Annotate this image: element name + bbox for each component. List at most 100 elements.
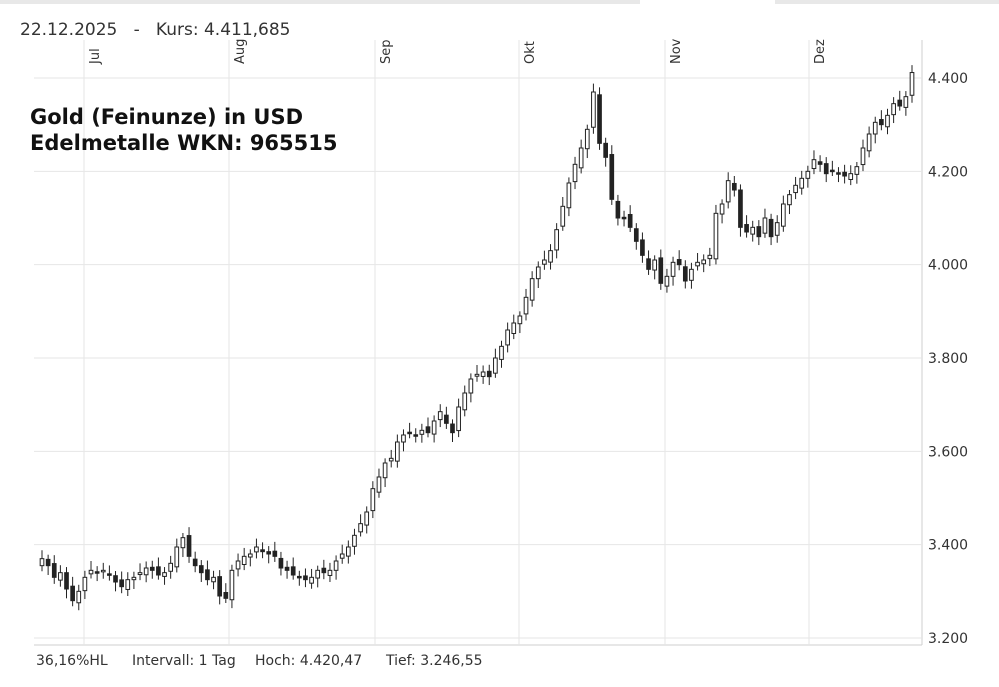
candle-body [382, 462, 388, 479]
candle-body [370, 488, 376, 512]
candle-body [787, 194, 792, 206]
candle-body [560, 205, 566, 227]
candle-body [45, 558, 51, 567]
candle-body [615, 200, 621, 219]
candle-body [333, 560, 339, 571]
candle-body [107, 573, 112, 576]
candle-body [805, 170, 811, 179]
candle-body [162, 572, 167, 577]
candle-body [407, 431, 412, 435]
y-tick-label: 4.000 [928, 258, 968, 274]
candle-body [346, 546, 351, 557]
candle-body [303, 575, 308, 581]
candle-body [529, 278, 535, 301]
candle-body [431, 420, 437, 435]
candle-body [254, 546, 259, 553]
candle-body [621, 216, 627, 220]
candle-body [523, 296, 529, 315]
y-tick-label: 4.200 [928, 164, 968, 180]
candle-body [572, 163, 578, 183]
quote-header: 22.12.2025 - Kurs: 4.411,685 [20, 20, 291, 40]
chart-title-line2: Edelmetalle WKN: 965515 [30, 131, 338, 155]
candle-body [180, 537, 186, 549]
candle-body [290, 566, 296, 576]
candle-body [903, 96, 909, 108]
candle-body [591, 91, 596, 128]
candle-body [578, 147, 584, 169]
candle-body [872, 121, 878, 135]
candle-body [284, 566, 290, 571]
candle-body [664, 275, 670, 287]
candle-body [756, 226, 762, 238]
y-tick-label: 3.800 [928, 351, 968, 367]
candle-body [830, 169, 835, 173]
candle-body [39, 558, 45, 567]
quote-price: Kurs: 4.411,685 [155, 20, 291, 40]
x-tick-label: Dez [813, 39, 828, 64]
x-tick-label: Jul [88, 48, 103, 65]
chart-title: Gold (Feinunze) in USD Edelmetalle WKN: … [30, 104, 338, 156]
candle-body [486, 370, 492, 378]
candle-body [823, 163, 829, 175]
candle-body [627, 214, 633, 228]
candle-body [296, 575, 302, 579]
candle-body [278, 557, 284, 569]
y-tick-label: 3.200 [928, 631, 968, 647]
footer-interval: Intervall: 1 Tag [132, 653, 236, 669]
candle-body [474, 373, 480, 377]
candle-body [554, 229, 559, 251]
candle-body [652, 259, 658, 271]
candle-body [100, 569, 106, 573]
candle-body [603, 142, 608, 158]
candle-body [744, 224, 749, 233]
candle-body [364, 511, 370, 526]
scroll-track-left [0, 0, 640, 4]
candle-body [817, 161, 823, 165]
y-tick-label: 3.600 [928, 444, 968, 460]
candle-body [401, 434, 406, 443]
candle-body [462, 392, 468, 411]
candle-body [909, 72, 915, 96]
candle-body [309, 576, 314, 584]
candle-body [799, 177, 805, 189]
candle-body [70, 585, 75, 602]
chart-title-line1: Gold (Feinunze) in USD [30, 105, 304, 129]
candle-body [609, 154, 615, 200]
candle-body [480, 371, 486, 377]
candle-body [633, 228, 639, 242]
candle-body [143, 567, 149, 576]
candle-body [493, 357, 498, 374]
y-tick-label: 3.400 [928, 538, 968, 554]
x-tick-label: Nov [669, 38, 684, 64]
header-separator: - [133, 20, 140, 40]
candle-body [499, 345, 504, 360]
candle-body [125, 579, 131, 590]
candle-body [517, 315, 523, 325]
candle-body [597, 94, 602, 144]
candle-body [535, 266, 541, 280]
top-scroll-bar [0, 0, 999, 4]
candle-body [76, 590, 82, 604]
candle-body [119, 579, 124, 588]
candle-body [266, 551, 272, 555]
candle-body [670, 261, 676, 277]
candle-body [793, 184, 798, 194]
footer-range: 36,16%HL [36, 653, 108, 669]
candle-body [811, 159, 817, 170]
candle-body [713, 212, 719, 260]
candle-body [88, 569, 94, 575]
candle-body [505, 329, 510, 346]
candle-body [885, 114, 890, 128]
candle-body [866, 133, 872, 152]
candle-body [781, 203, 786, 227]
candle-body [321, 567, 327, 574]
candle-body [51, 563, 57, 578]
candle-body [272, 550, 278, 557]
candle-body [848, 173, 854, 181]
x-tick-label: Aug [233, 39, 248, 64]
candle-body [211, 576, 216, 583]
candle-body [897, 99, 903, 107]
candle-body [419, 429, 425, 435]
candle-body [584, 128, 590, 150]
